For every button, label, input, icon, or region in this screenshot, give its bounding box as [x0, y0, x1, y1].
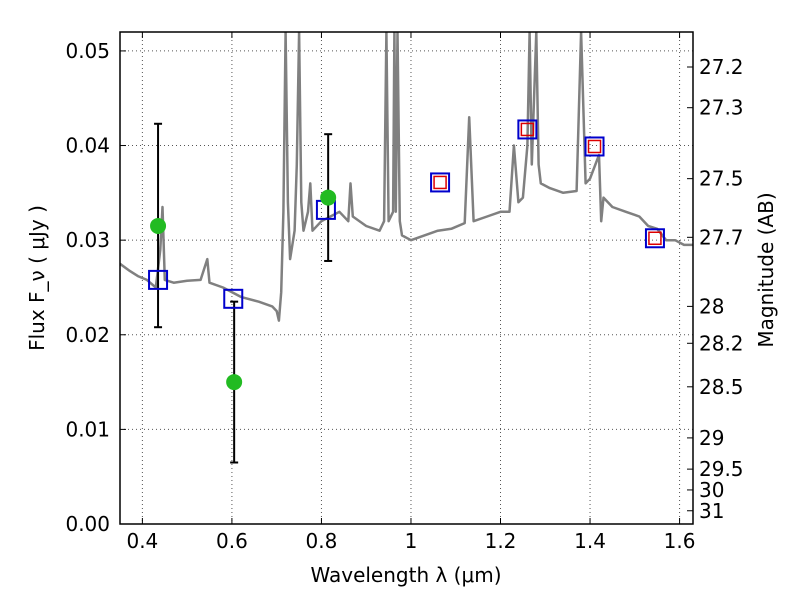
model-box [430, 172, 451, 193]
observed-point [226, 374, 243, 391]
right-tick-label: 30 [699, 478, 724, 502]
y-axis-label-right: Magnitude (AB) [754, 192, 778, 347]
x-tick-label: 1.6 [664, 529, 696, 553]
right-tick-label: 29 [699, 426, 724, 450]
x-tick-label: 0.6 [216, 529, 248, 553]
model-box [148, 269, 169, 290]
x-tick-label: 0.4 [126, 529, 158, 553]
model-box [223, 288, 244, 309]
grid-layer [120, 32, 693, 525]
y-tick-label: 0.04 [65, 134, 110, 158]
x-axis-label: Wavelength λ (μm) [310, 563, 501, 587]
observed-layer [150, 189, 337, 391]
model-box-inner [587, 139, 602, 154]
y-tick-label: 0.02 [65, 323, 110, 347]
right-tick-label: 28 [699, 294, 724, 318]
right-tick-label: 31 [699, 499, 724, 523]
y-tick-label: 0.00 [65, 512, 110, 536]
right-tick-label: 29.5 [699, 457, 744, 481]
model-box [644, 228, 665, 249]
spectrum-layer [120, 32, 693, 322]
right-tick-label: 27.7 [699, 225, 744, 249]
model-box-inner [648, 231, 662, 246]
x-tick-label: 1.4 [574, 529, 606, 553]
right-tick-label: 27.3 [699, 96, 744, 120]
x-tick-label: 0.8 [306, 529, 338, 553]
observed-point [150, 217, 167, 234]
y-tick-label: 0.01 [65, 417, 110, 441]
right-tick-label: 28.2 [699, 331, 744, 355]
model-box [584, 136, 605, 157]
y-tick-label: 0.03 [65, 228, 110, 252]
right-tick-label: 27.5 [699, 167, 744, 191]
model-box-layer [148, 119, 665, 309]
spectrum-line [120, 32, 693, 322]
model-box-inner [433, 175, 447, 190]
right-tick-label: 27.2 [699, 55, 744, 79]
model-box [517, 119, 538, 140]
plot-frame [119, 31, 694, 525]
tick-layer: 0.4 0.6 0.8 1 1.2 1.4 1.6 0.00 0.01 0.02 0.03 0.04 0… [65, 32, 744, 553]
observed-point [320, 189, 337, 206]
y-tick-label: 0.05 [65, 39, 110, 63]
model-box-inner [520, 122, 535, 137]
right-tick-label: 28.5 [699, 375, 744, 399]
x-tick-label: 1 [405, 529, 418, 553]
x-tick-label: 1.2 [485, 529, 517, 553]
y-axis-label: Flux F_ν ( μJy ) [25, 205, 49, 351]
